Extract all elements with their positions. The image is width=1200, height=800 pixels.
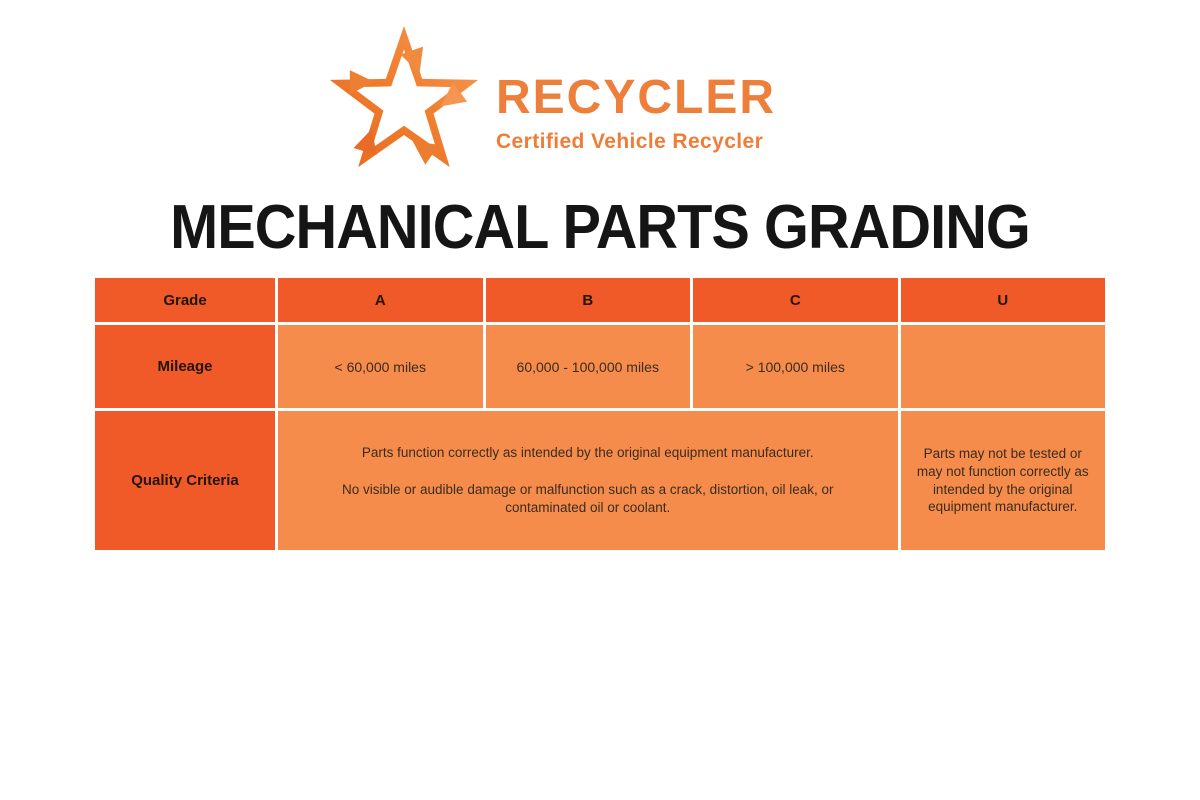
brand-tagline: Certified Vehicle Recycler (495, 130, 764, 153)
table-header-grade: Grade (95, 278, 275, 322)
grading-table: Grade A B C U Mileage < 60,000 miles 60,… (95, 278, 1105, 550)
quality-criteria-abc: Parts function correctly as intended by … (278, 411, 898, 550)
quality-criteria-u: Parts may not be tested or may not funct… (900, 411, 1105, 550)
quality-criteria-abc-paragraph-1: Parts function correctly as intended by … (361, 444, 814, 460)
mileage-grade-b: 60,000 - 100,000 miles (485, 325, 690, 408)
mileage-grade-a: < 60,000 miles (278, 325, 483, 408)
row-label-mileage: Mileage (95, 325, 275, 408)
page-title: MECHANICAL PARTS GRADING (170, 193, 1031, 262)
table-header-grade-a: A (278, 278, 483, 322)
logo-inner: RECYCLER Certified Vehicle Recycler (324, 22, 776, 174)
logo-text: RECYCLER Certified Vehicle Recycler (496, 74, 776, 154)
table-header-grade-b: B (485, 278, 690, 322)
quality-criteria-abc-paragraph-2: No visible or audible damage or malfunct… (342, 481, 834, 516)
table-header-grade-c: C (693, 278, 898, 322)
mileage-grade-c: > 100,000 miles (693, 325, 898, 408)
brand-name: RECYCLER (495, 71, 777, 124)
recycling-arrows-star-icon (324, 22, 484, 174)
mileage-grade-u (900, 325, 1105, 408)
logo: RECYCLER Certified Vehicle Recycler (0, 22, 1150, 174)
row-label-quality-criteria: Quality Criteria (95, 411, 275, 550)
table-header-grade-u: U (900, 278, 1105, 322)
